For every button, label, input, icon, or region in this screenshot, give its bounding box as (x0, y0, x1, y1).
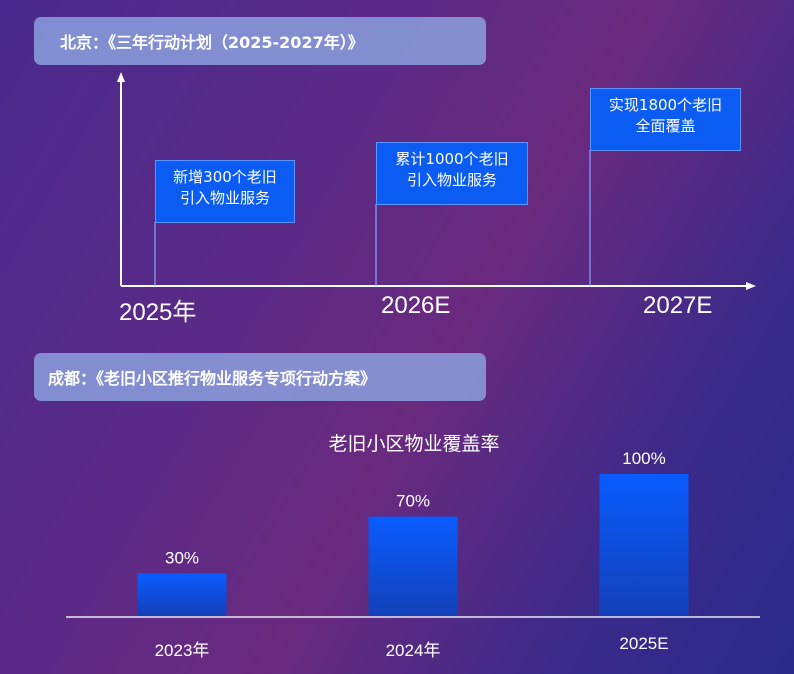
bar-2023年 (137, 573, 227, 616)
milestone-2025-line1: 新增300个老旧 (173, 168, 277, 186)
beijing-header: 北京：《三年行动计划（2025-2027年）》 (34, 17, 486, 65)
timeline-x-arrow (746, 282, 756, 290)
milestone-2026-line2: 引入物业服务 (406, 171, 497, 189)
category-label: 2024年 (386, 641, 441, 660)
beijing-header-text: 北京：《三年行动计划（2025-2027年）》 (60, 33, 364, 52)
timeline-y-arrow (117, 72, 125, 82)
milestone-2026-line1: 累计1000个老旧 (395, 150, 509, 168)
category-label: 2023年 (155, 641, 210, 660)
timeline-year-2027: 2027E (643, 292, 713, 319)
milestone-2027-line1: 实现1800个老旧 (608, 96, 723, 114)
milestone-2025-line2: 引入物业服务 (179, 189, 270, 207)
category-label: 2025E (619, 634, 668, 653)
bar-2024年 (368, 516, 458, 616)
chengdu-header-text: 成都：《老旧小区推行物业服务专项行动方案》 (48, 369, 377, 388)
milestone-box-2026: 累计1000个老旧 引入物业服务 (376, 142, 528, 205)
milestone-box-2027: 实现1800个老旧 全面覆盖 (590, 88, 741, 151)
chengdu-header: 成都：《老旧小区推行物业服务专项行动方案》 (34, 353, 486, 401)
bar-value-label: 100% (622, 449, 665, 468)
bar-value-label: 70% (396, 492, 430, 511)
chart-title: 老旧小区物业覆盖率 (328, 433, 499, 455)
milestone-box-2025: 新增300个老旧 引入物业服务 (155, 160, 295, 223)
bar-value-label: 30% (165, 548, 199, 567)
timeline-year-2025: 2025年 (119, 299, 197, 326)
timeline-year-2026: 2026E (381, 292, 451, 319)
milestone-2027-line2: 全面覆盖 (635, 117, 696, 135)
bar-2025E (599, 474, 689, 616)
